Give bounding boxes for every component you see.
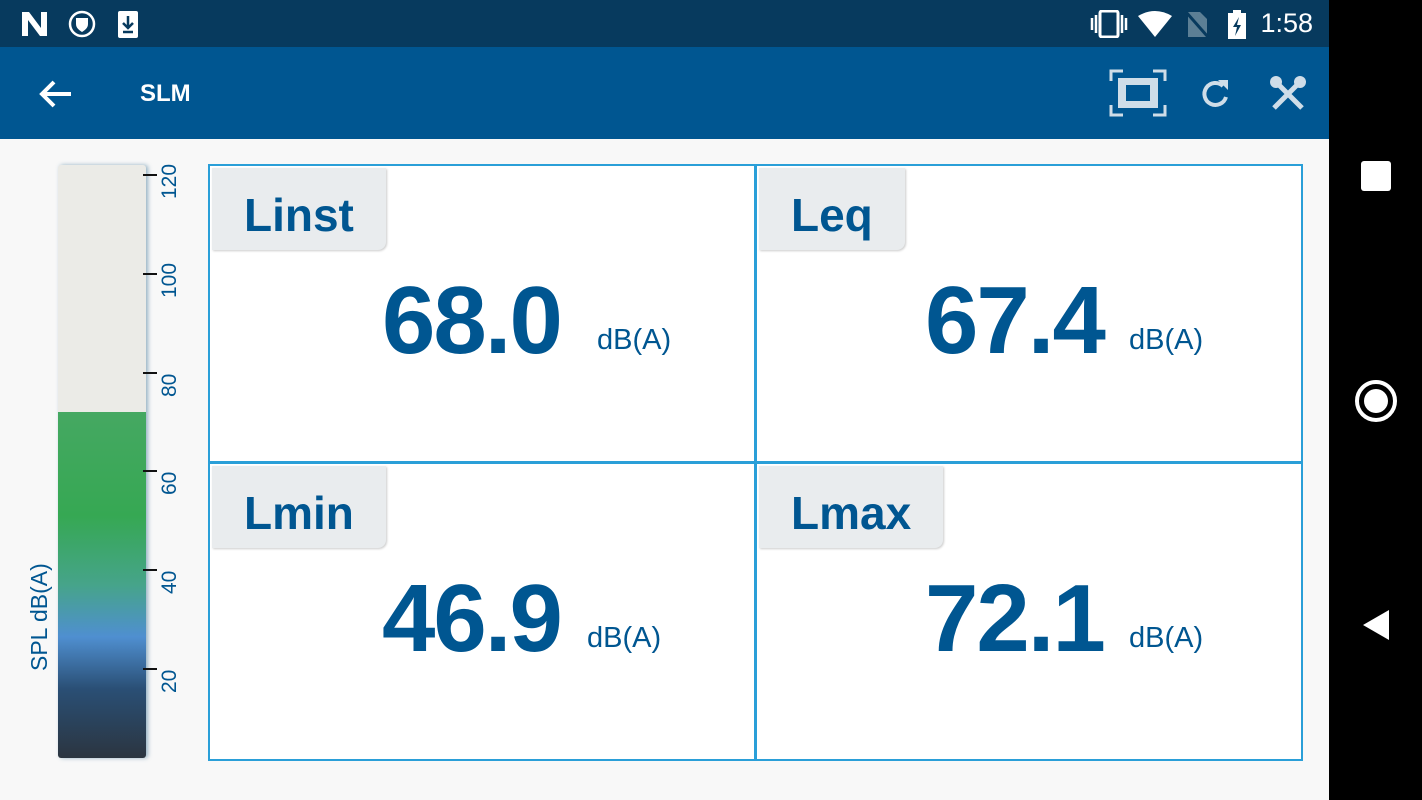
battery-charging-icon xyxy=(1228,10,1246,39)
download-icon xyxy=(118,11,138,38)
vibrate-icon xyxy=(1090,10,1128,38)
panel-unit: dB(A) xyxy=(1129,324,1204,356)
spl-level-meter xyxy=(58,165,146,758)
back-button[interactable] xyxy=(1361,608,1391,642)
panel-leq: Leq 67.4 dB(A) xyxy=(757,166,1301,461)
meter-tick-label: 80 xyxy=(158,373,181,397)
panel-label: Lmin xyxy=(212,466,386,548)
android-nav-bar xyxy=(1329,0,1422,800)
panel-unit: dB(A) xyxy=(587,622,662,654)
meter-axis-label: SPL dB(A) xyxy=(26,563,52,671)
refresh-icon[interactable] xyxy=(1198,77,1232,111)
meter-tick xyxy=(143,668,157,671)
panel-label: Leq xyxy=(759,168,905,250)
meter-tick-label: 40 xyxy=(158,570,181,595)
panel-value: 68.0 xyxy=(382,267,563,374)
home-dot xyxy=(1364,389,1388,413)
panel-value: 46.9 xyxy=(382,565,563,672)
panel-label: Lmax xyxy=(759,466,944,548)
panel-lmax: Lmax 72.1 dB(A) xyxy=(757,464,1301,759)
meter-tick xyxy=(143,470,157,473)
page-title: SLM xyxy=(140,80,191,107)
meter-tick xyxy=(143,371,157,374)
panel-value: 67.4 xyxy=(925,267,1106,374)
fullscreen-icon[interactable] xyxy=(1109,69,1167,117)
status-bar: 1:58 xyxy=(0,0,1329,47)
meter-tick-label: 60 xyxy=(158,472,181,496)
n-notification-icon xyxy=(22,12,47,36)
meter-fill xyxy=(58,412,146,758)
meter-tick-label: 100 xyxy=(158,262,181,298)
readings-grid: Linst 68.0 dB(A) Leq 67.4 dB(A) Lmin 46.9 dB(A… xyxy=(208,164,1303,761)
app-bar: SLM xyxy=(0,47,1329,139)
panel-unit: dB(A) xyxy=(1129,622,1204,654)
panel-lmin: Lmin 46.9 dB(A) xyxy=(210,464,754,759)
clock: 1:58 xyxy=(1260,8,1313,38)
panel-linst: Linst 68.0 dB(A) xyxy=(210,166,754,461)
panel-unit: dB(A) xyxy=(597,324,672,356)
panel-label: Linst xyxy=(212,168,386,250)
slm-content: SPL dB(A) 20 40 60 80 100 120 Linst 68.0 dB(A) … xyxy=(0,139,1329,800)
meter-tick-label: 120 xyxy=(158,163,181,199)
wifi-icon xyxy=(1138,11,1172,37)
meter-tick xyxy=(143,173,157,176)
meter-tick xyxy=(143,569,157,572)
settings-tools-icon[interactable] xyxy=(1269,75,1307,113)
back-arrow-icon[interactable] xyxy=(37,79,73,109)
meter-tick xyxy=(143,272,157,275)
panel-value: 72.1 xyxy=(925,565,1106,672)
home-button[interactable] xyxy=(1355,380,1397,422)
recents-button[interactable] xyxy=(1361,161,1391,191)
no-sim-icon xyxy=(1185,11,1209,38)
meter-tick-label: 20 xyxy=(158,669,181,694)
shield-icon xyxy=(68,10,96,38)
